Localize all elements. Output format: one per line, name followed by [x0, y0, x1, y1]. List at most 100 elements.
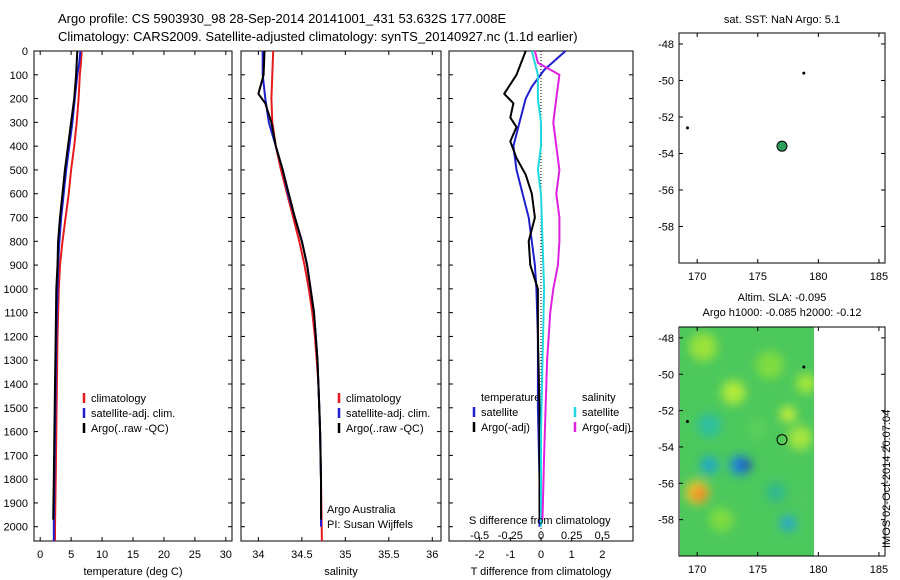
sst-map-x-tick-label: 185: [870, 271, 888, 283]
sst-map-y-tick-label: -50: [658, 75, 674, 87]
sla-heatmap-cell: [709, 507, 734, 532]
depth-tick-label: 2000: [4, 522, 28, 534]
sla-map-title-1: Altim. SLA: -0.095: [738, 292, 827, 304]
difference-legend-sal-heading: salinity: [582, 392, 616, 404]
sst-map-y-tick-label: -52: [658, 112, 674, 124]
difference-top-label: S difference from climatology: [469, 515, 611, 527]
depth-tick-label: 0: [22, 46, 28, 58]
temperature-line-climatology: [54, 50, 83, 541]
depth-tick-label: 1300: [4, 355, 28, 367]
x-tick-label-S: -0.5: [470, 530, 489, 542]
difference-line-sal_argo: [533, 50, 561, 520]
sla-map-x-tick-label: 175: [749, 564, 767, 576]
depth-tick-label: 100: [10, 70, 28, 82]
sla-map-title-2: Argo h1000: -0.085 h2000: -0.12: [702, 307, 861, 319]
depth-tick-label: 300: [10, 117, 28, 129]
title-line-1: Argo profile: CS 5903930_98 28-Sep-2014 …: [58, 11, 506, 26]
salinity-axes: [240, 50, 442, 542]
sla-heatmap-cell: [692, 487, 707, 502]
sla-map-x-tick-label: 185: [870, 564, 888, 576]
x-tick-label: 35: [339, 549, 351, 561]
salinity-line-argo: [257, 50, 322, 520]
depth-tick-label: 1500: [4, 403, 28, 415]
x-tick-label: 35.5: [378, 549, 399, 561]
depth-tick-label: 1200: [4, 331, 28, 343]
difference-line-argo: [503, 50, 541, 520]
sst-map-argo-marker: [776, 140, 788, 152]
x-tick-label: 15: [127, 549, 139, 561]
sla-heatmap-cell: [739, 459, 752, 472]
watermark: IMOS 02-Oct-2014 20:07:04: [881, 410, 893, 548]
sla-heatmap-cell: [747, 418, 768, 439]
x-tick-label-T: 2: [599, 549, 605, 561]
sla-heatmap-cell: [697, 413, 722, 438]
difference-legend-temp-heading: temperature: [481, 392, 540, 404]
x-tick-label: 30: [220, 549, 232, 561]
sla-heatmap-features: [685, 332, 814, 532]
sst-map-x-tick-label: 170: [688, 271, 706, 283]
x-tick-label-S: 0: [538, 530, 544, 542]
salinity-legend-label: Argo(..raw -QC): [346, 423, 424, 435]
depth-tick-label: 200: [10, 94, 28, 106]
depth-tick-label: 1900: [4, 498, 28, 510]
title-line-2: Climatology: CARS2009. Satellite-adjuste…: [58, 29, 578, 44]
sst-map-x-tick-label: 175: [749, 271, 767, 283]
salinity-legend-label: climatology: [346, 393, 402, 405]
temperature-legend-label: climatology: [91, 393, 147, 405]
depth-tick-label: 800: [10, 236, 28, 248]
sla-heatmap-cell: [796, 373, 814, 394]
depth-tick-label: 1700: [4, 450, 28, 462]
sla-heatmap-cell: [689, 332, 718, 361]
sla-map-y-tick-label: -52: [658, 406, 674, 418]
sst-map-title: sat. SST: NaN Argo: 5.1: [724, 14, 840, 26]
temperature-xlabel: temperature (deg C): [83, 566, 182, 578]
sla-map-y-tick-label: -48: [658, 333, 674, 345]
depth-tick-label: 1400: [4, 379, 28, 391]
sst-map-y-tick-label: -56: [658, 185, 674, 197]
difference-line-sal_sat: [530, 50, 546, 527]
salinity-annotation: Argo Australia: [327, 504, 396, 516]
sla-heatmap-cell: [721, 380, 746, 405]
depth-tick-label: 600: [10, 189, 28, 201]
salinity-annotation: PI: Susan Wijffels: [327, 519, 413, 531]
x-tick-label: 20: [158, 549, 170, 561]
depth-tick-label: 1100: [4, 308, 28, 320]
depth-tick-label: 900: [10, 260, 28, 272]
sst-map-float-point: [802, 71, 806, 75]
sst-map-y-tick-label: -58: [658, 221, 674, 233]
x-tick-label: 36: [426, 549, 438, 561]
sla-map-y-tick-label: -56: [658, 478, 674, 490]
sst-map-y-tick-label: -48: [658, 39, 674, 51]
sla-map-float-point: [802, 365, 806, 369]
difference-legend-sal-label: satellite: [582, 407, 619, 419]
temperature-line-argo: [52, 50, 79, 520]
sst-map-x-tick-label: 180: [809, 271, 827, 283]
sla-heatmap-cell: [755, 351, 784, 380]
sst-map-float-point: [685, 126, 689, 130]
x-tick-label-T: 0: [538, 549, 544, 561]
difference-legend-temp-label: Argo(-adj): [481, 422, 530, 434]
sla-heatmap-cell: [780, 515, 797, 532]
depth-tick-label: 1600: [4, 427, 28, 439]
x-tick-label-S: -0.25: [498, 530, 523, 542]
sla-heatmap-cell: [700, 456, 719, 475]
difference-xlabel: T difference from climatology: [471, 566, 612, 578]
sla-heatmap-cell: [765, 482, 786, 503]
temperature-legend-label: satellite-adj. clim.: [91, 408, 175, 420]
salinity-legend-label: satellite-adj. clim.: [346, 408, 430, 420]
x-tick-label-S: 0.25: [561, 530, 582, 542]
sla-map-float-point: [685, 420, 689, 424]
sla-heatmap-cell: [780, 406, 797, 423]
x-tick-label-S: 0.5: [595, 530, 610, 542]
difference-legend-temp-label: satellite: [481, 407, 518, 419]
x-tick-label: 34: [252, 549, 264, 561]
sst-map-axes: [678, 32, 886, 264]
difference-legend-sal-label: Argo(-adj): [582, 422, 631, 434]
sla-map-x-tick-label: 180: [809, 564, 827, 576]
sla-map-y-tick-label: -58: [658, 515, 674, 527]
sla-map-axes: [678, 326, 886, 557]
x-tick-label: 25: [189, 549, 201, 561]
x-tick-label: 34.5: [291, 549, 312, 561]
sla-heatmap: [680, 327, 814, 556]
